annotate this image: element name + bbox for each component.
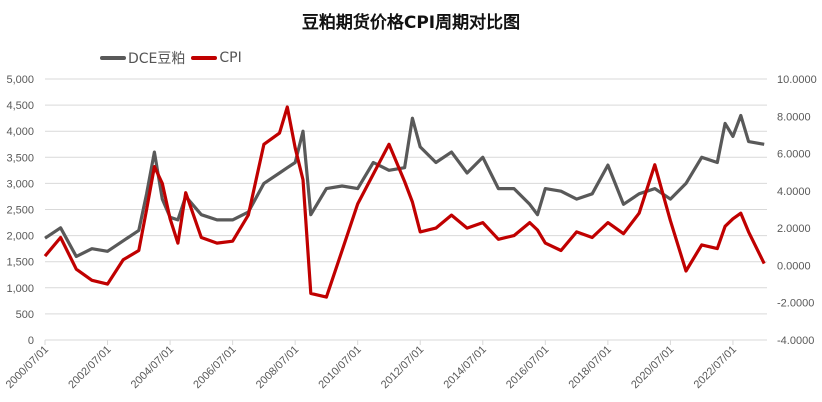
left-tick-label: 3,500 xyxy=(6,152,34,164)
x-tick-label: 2008/07/01 xyxy=(254,344,301,391)
x-axis-labels: 2000/07/01 2002/07/01 2004/07/01 2006/07/01… xyxy=(4,344,739,391)
x-tick-label: 2012/07/01 xyxy=(379,344,426,391)
legend-label-cpi: CPI xyxy=(219,50,242,66)
legend-swatch-cpi xyxy=(191,56,218,60)
right-tick-label: -4.0000 xyxy=(777,335,814,347)
x-tick-label: 2006/07/01 xyxy=(191,344,238,391)
x-tick-label: 2000/07/01 xyxy=(4,344,51,391)
left-tick-label: 2,000 xyxy=(6,231,34,243)
left-tick-label: 5,000 xyxy=(6,74,34,86)
right-tick-label: 6.0000 xyxy=(777,149,811,161)
legend-item-cpi: CPI xyxy=(191,50,242,66)
x-tick-label: 2022/07/01 xyxy=(692,344,739,391)
legend-swatch-dce xyxy=(100,56,126,60)
right-tick-label: 8.0000 xyxy=(777,111,811,123)
series-line-dce xyxy=(44,113,765,259)
left-tick-label: 1,000 xyxy=(6,283,34,295)
right-tick-label: -2.0000 xyxy=(777,298,814,310)
left-tick-label: 1,500 xyxy=(6,257,34,269)
x-tick-label: 2020/07/01 xyxy=(629,344,676,391)
x-tick-label: 2002/07/01 xyxy=(66,344,113,391)
left-tick-label: 3,000 xyxy=(6,178,34,190)
legend-label-dce: DCE豆粕 xyxy=(128,51,186,67)
x-tick-label: 2014/07/01 xyxy=(441,344,488,391)
x-tick-label: 2010/07/01 xyxy=(316,344,363,391)
left-tick-label: 0 xyxy=(28,335,34,347)
x-tick-label: 2016/07/01 xyxy=(504,344,551,391)
x-tick-label: 2018/07/01 xyxy=(567,344,614,391)
left-tick-label: 4,000 xyxy=(6,126,34,138)
right-axis-labels: -4.0000 -2.0000 0.0000 2.0000 4.0000 6.0000 8.… xyxy=(777,74,817,347)
right-tick-label: 4.0000 xyxy=(777,186,811,198)
left-tick-label: 500 xyxy=(16,309,34,321)
gridlines xyxy=(44,78,767,345)
right-tick-label: 2.0000 xyxy=(777,223,811,235)
x-tick-label: 2004/07/01 xyxy=(129,344,176,391)
left-axis-labels: 0 500 1,000 1,500 2,000 2,500 3,000 3,500 4,000 4… xyxy=(6,74,34,347)
right-tick-label: 10.0000 xyxy=(777,74,817,86)
chart-legend: DCE豆粕 CPI xyxy=(100,48,248,68)
legend-item-dce: DCE豆粕 xyxy=(100,48,185,68)
chart-title: 豆粕期货价格CPI周期对比图 xyxy=(301,13,521,33)
series-line-cpi xyxy=(43,105,766,299)
right-tick-label: 0.0000 xyxy=(777,260,811,272)
left-tick-label: 2,500 xyxy=(6,205,34,217)
left-tick-label: 4,500 xyxy=(6,100,34,112)
